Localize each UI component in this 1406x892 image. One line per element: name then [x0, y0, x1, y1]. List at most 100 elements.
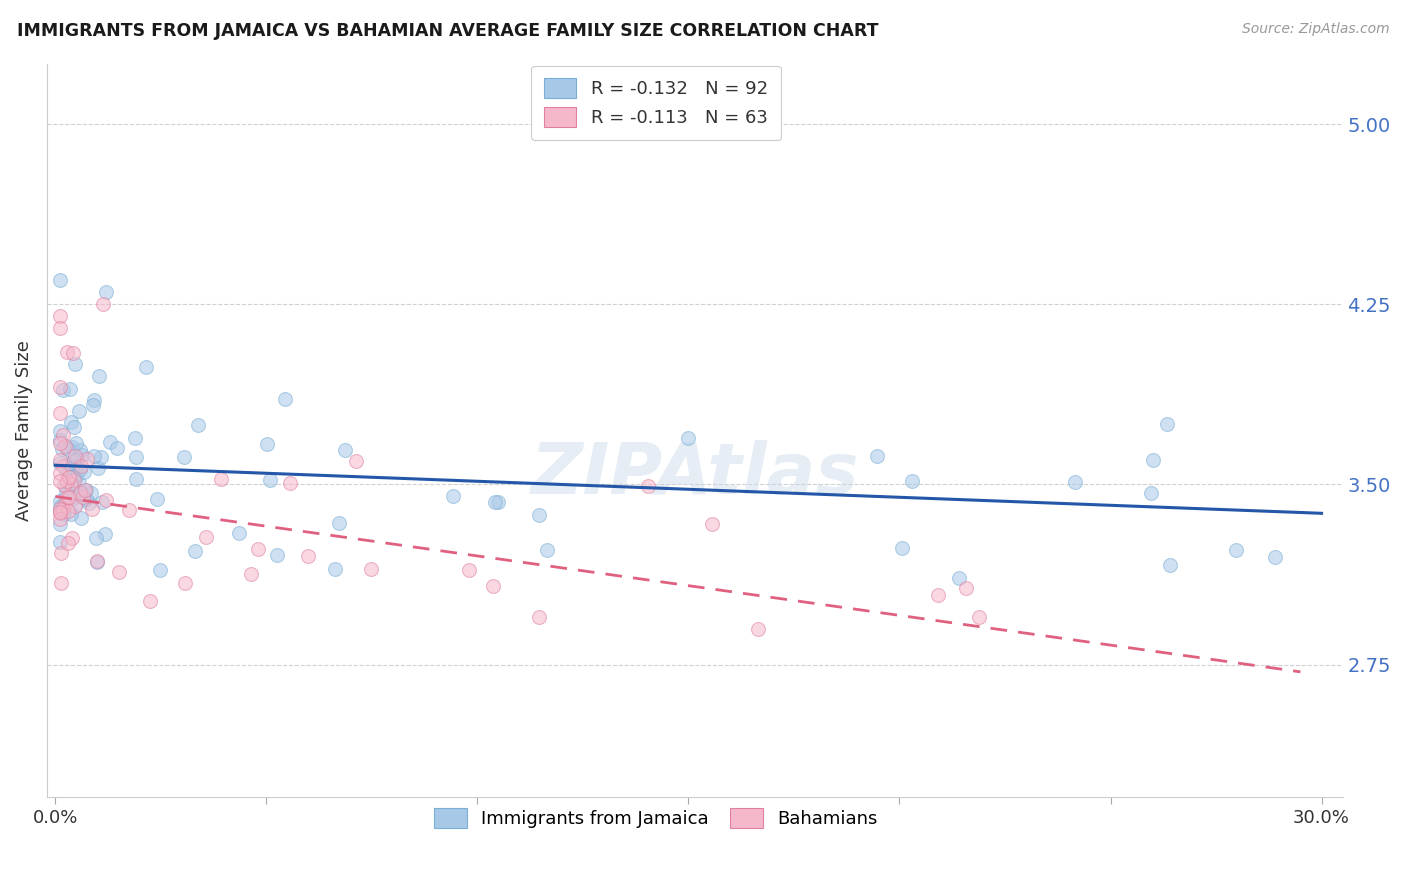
Point	[53, 497, 76, 511]
Point	[91, 297, 114, 311]
Point	[69, 443, 91, 458]
Y-axis label: Average Family Size: Average Family Size	[15, 340, 32, 521]
Point	[48, 456, 70, 470]
Point	[59, 415, 82, 429]
Point	[56, 504, 79, 518]
Point	[955, 581, 977, 595]
Point	[56, 457, 79, 471]
Point	[86, 555, 108, 569]
Point	[891, 541, 914, 556]
Point	[344, 454, 367, 468]
Point	[48, 500, 70, 514]
Point	[70, 510, 93, 524]
Point	[1139, 486, 1161, 500]
Point	[49, 535, 72, 549]
Point	[52, 428, 75, 442]
Point	[96, 285, 118, 300]
Point	[84, 531, 107, 545]
Point	[486, 495, 509, 509]
Point	[63, 452, 86, 467]
Point	[48, 467, 70, 481]
Point	[56, 490, 79, 504]
Point	[73, 466, 96, 480]
Text: Source: ZipAtlas.com: Source: ZipAtlas.com	[1241, 22, 1389, 37]
Point	[125, 450, 148, 464]
Point	[63, 357, 86, 371]
Point	[79, 496, 101, 510]
Point	[247, 541, 270, 556]
Point	[360, 561, 382, 575]
Point	[866, 449, 889, 463]
Point	[87, 369, 110, 384]
Point	[48, 380, 70, 394]
Point	[173, 575, 195, 590]
Point	[948, 571, 970, 585]
Point	[48, 436, 70, 450]
Point	[240, 567, 263, 582]
Point	[228, 526, 250, 541]
Point	[186, 418, 208, 433]
Point	[484, 495, 506, 509]
Point	[107, 565, 129, 579]
Point	[56, 467, 79, 481]
Point	[333, 442, 356, 457]
Point	[80, 485, 103, 500]
Point	[1264, 549, 1286, 564]
Point	[48, 494, 70, 508]
Point	[747, 622, 769, 636]
Point	[91, 494, 114, 508]
Point	[72, 490, 94, 504]
Point	[80, 502, 103, 516]
Point	[65, 469, 87, 483]
Point	[60, 531, 83, 545]
Point	[75, 483, 97, 497]
Point	[256, 437, 278, 451]
Point	[259, 473, 281, 487]
Point	[48, 512, 70, 526]
Point	[48, 507, 70, 521]
Point	[135, 360, 157, 375]
Point	[55, 486, 77, 500]
Point	[62, 346, 84, 360]
Point	[75, 483, 97, 497]
Point	[63, 419, 86, 434]
Point	[65, 435, 87, 450]
Point	[87, 460, 110, 475]
Point	[60, 480, 83, 494]
Point	[676, 431, 699, 445]
Point	[1063, 475, 1085, 490]
Point	[65, 458, 87, 473]
Point	[69, 483, 91, 498]
Point	[58, 470, 80, 484]
Text: ZIPAtlas: ZIPAtlas	[530, 440, 859, 508]
Text: IMMIGRANTS FROM JAMAICA VS BAHAMIAN AVERAGE FAMILY SIZE CORRELATION CHART: IMMIGRANTS FROM JAMAICA VS BAHAMIAN AVER…	[17, 22, 879, 40]
Point	[105, 441, 128, 455]
Point	[48, 474, 70, 488]
Point	[125, 472, 148, 486]
Point	[139, 594, 162, 608]
Point	[82, 398, 104, 412]
Point	[297, 549, 319, 563]
Point	[637, 479, 659, 493]
Point	[702, 517, 724, 532]
Point	[51, 442, 73, 457]
Point	[58, 491, 80, 505]
Point	[52, 502, 75, 516]
Point	[529, 610, 551, 624]
Point	[94, 526, 117, 541]
Point	[209, 472, 232, 486]
Point	[86, 553, 108, 567]
Point	[48, 424, 70, 438]
Point	[53, 478, 76, 492]
Point	[278, 476, 301, 491]
Point	[63, 449, 86, 463]
Point	[274, 392, 297, 406]
Point	[52, 458, 75, 473]
Point	[60, 440, 83, 454]
Point	[52, 383, 75, 397]
Point	[124, 431, 146, 445]
Point	[65, 497, 87, 511]
Point	[900, 475, 922, 489]
Point	[66, 451, 89, 466]
Point	[83, 393, 105, 408]
